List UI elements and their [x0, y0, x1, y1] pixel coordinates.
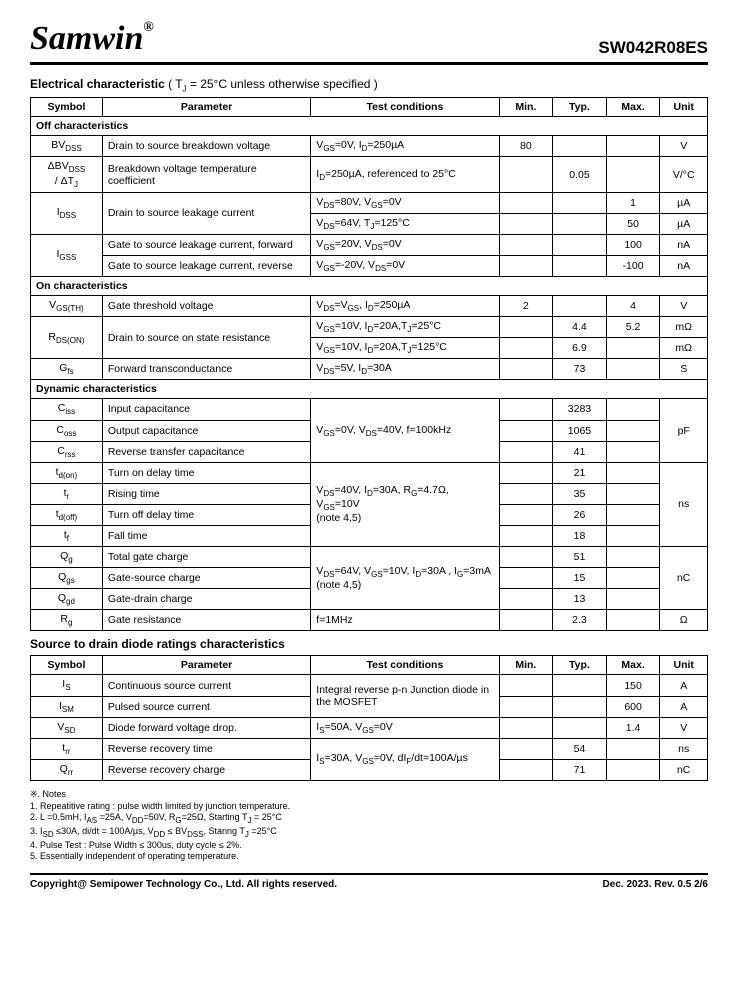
footer: Copyright@ Semipower Technology Co., Ltd… — [30, 873, 708, 890]
notes: ※. Notes 1. Repeatitive rating : pulse w… — [30, 789, 708, 861]
electrical-table: SymbolParameterTest conditionsMin.Typ.Ma… — [30, 97, 708, 631]
part-number: SW042R08ES — [598, 38, 708, 58]
section-title-diode: Source to drain diode ratings characteri… — [30, 637, 708, 651]
header: Samwin® SW042R08ES — [30, 20, 708, 65]
section-title-electrical: Electrical characteristic ( TJ = 25°C un… — [30, 77, 708, 93]
diode-table: SymbolParameterTest conditionsMin.Typ.Ma… — [30, 655, 708, 780]
logo: Samwin® — [30, 20, 154, 58]
